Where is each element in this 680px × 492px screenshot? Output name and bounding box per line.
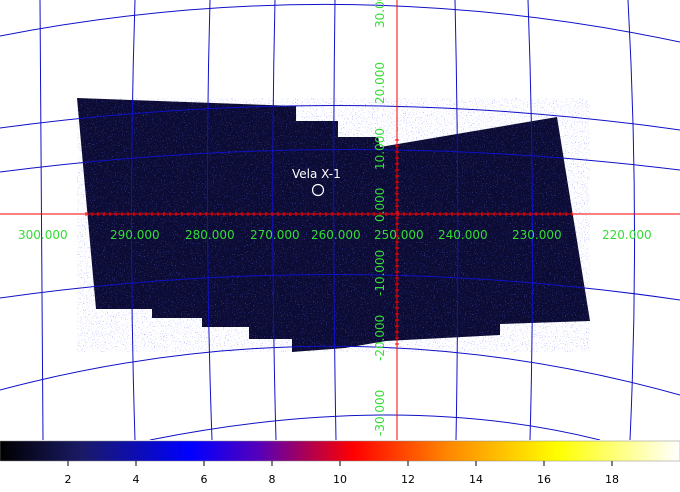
- ra-label: 270.000: [250, 228, 300, 242]
- ra-grid-line-270: [272, 0, 277, 440]
- coordinate-axes: [0, 0, 680, 440]
- dec-label: 20.000: [373, 62, 387, 104]
- ra-grid-line-220: [627, 0, 636, 440]
- source-circle-icon[interactable]: [311, 183, 325, 197]
- ra-label: 280.000: [185, 228, 235, 242]
- dec-label: -10.000: [373, 250, 387, 296]
- ra-label: 230.000: [512, 228, 562, 242]
- colorbar-tick-label: 10: [333, 473, 347, 486]
- dec-label: 0.000: [373, 188, 387, 222]
- ra-label: 260.000: [311, 228, 361, 242]
- dec-label: -20.000: [373, 315, 387, 361]
- dec-grid-line-neg10: [0, 273, 680, 301]
- dec-labels: 30.000 20.000 10.000 0.000 -10.000 -20.0…: [373, 0, 387, 436]
- ra-label: 220.000: [602, 228, 652, 242]
- ra-grid-line-290: [131, 0, 136, 440]
- dec-grid-line-neg20: [0, 345, 680, 396]
- colorbar-scale[interactable]: [0, 440, 680, 462]
- coordinate-grid: [0, 0, 680, 440]
- source-label: Vela X-1: [292, 167, 341, 181]
- ra-label: 250.000: [374, 228, 424, 242]
- colorbar-tick-label: 6: [201, 473, 208, 486]
- ra-label: 290.000: [110, 228, 160, 242]
- colorbar-tick-label: 16: [537, 473, 551, 486]
- colorbar-tick-label: 18: [605, 473, 619, 486]
- dec-grid-line-10: [0, 148, 680, 173]
- colorbar-tick-label: 2: [65, 473, 72, 486]
- colorbar-tick-label: 8: [269, 473, 276, 486]
- dec-label: 30.000: [373, 0, 387, 28]
- ra-grid-line-260: [333, 0, 337, 440]
- source-marker[interactable]: Vela X-1: [292, 167, 341, 197]
- ra-labels: 300.000 290.000 280.000 270.000 260.000 …: [18, 228, 652, 242]
- ra-grid-line-300: [39, 0, 44, 440]
- dec-grid-line-20: [0, 104, 680, 131]
- ra-label: 300.000: [18, 228, 68, 242]
- ra-grid-line-230: [527, 0, 534, 440]
- colorbar-tick-label: 4: [133, 473, 140, 486]
- ra-grid-line-240: [454, 0, 459, 440]
- dec-grid-line-neg30: [149, 414, 601, 440]
- colorbar-labels: 2 4 6 8 10 12 14 16 18: [65, 473, 620, 486]
- dec-grid-line-30: [0, 3, 680, 43]
- colorbar[interactable]: 2 4 6 8 10 12 14 16 18: [0, 440, 680, 486]
- colorbar-tick-label: 12: [401, 473, 415, 486]
- dec-label: 10.000: [373, 128, 387, 170]
- dec-label: -30.000: [373, 390, 387, 436]
- ra-grid-line-280: [206, 0, 213, 440]
- ra-label: 240.000: [438, 228, 488, 242]
- colorbar-tick-label: 14: [469, 473, 483, 486]
